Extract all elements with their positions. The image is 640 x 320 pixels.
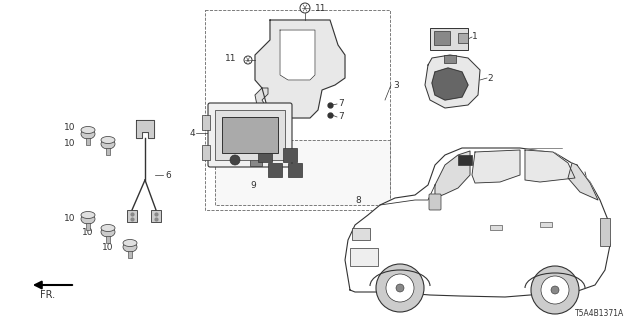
Ellipse shape — [81, 129, 95, 139]
Polygon shape — [435, 151, 470, 198]
Bar — [222, 117, 278, 153]
Circle shape — [531, 266, 579, 314]
Bar — [215, 140, 390, 205]
Circle shape — [376, 264, 424, 312]
Text: 7: 7 — [338, 99, 344, 108]
Circle shape — [396, 284, 404, 292]
Bar — [128, 251, 132, 258]
Text: 9: 9 — [250, 180, 256, 189]
Bar — [540, 222, 552, 227]
Polygon shape — [255, 88, 268, 118]
Ellipse shape — [81, 126, 95, 133]
Ellipse shape — [123, 239, 137, 246]
Ellipse shape — [123, 242, 137, 252]
Circle shape — [300, 3, 310, 13]
Bar — [444, 55, 456, 63]
Polygon shape — [525, 150, 575, 182]
Bar — [288, 163, 302, 177]
Circle shape — [551, 286, 559, 294]
Text: 6: 6 — [165, 171, 171, 180]
Polygon shape — [432, 68, 468, 100]
Text: 8: 8 — [355, 196, 361, 204]
Text: 1: 1 — [472, 31, 477, 41]
Ellipse shape — [101, 225, 115, 231]
Text: 5: 5 — [220, 157, 225, 166]
Text: 10: 10 — [63, 213, 75, 222]
Bar — [283, 148, 297, 162]
FancyBboxPatch shape — [429, 194, 441, 210]
Bar — [490, 225, 502, 230]
Ellipse shape — [101, 139, 115, 149]
Bar — [202, 145, 210, 160]
Text: 10: 10 — [81, 228, 93, 236]
Bar — [86, 138, 90, 145]
Polygon shape — [425, 55, 480, 108]
Polygon shape — [472, 150, 520, 183]
Circle shape — [244, 56, 252, 64]
Circle shape — [541, 276, 569, 304]
Bar — [86, 223, 90, 230]
Text: FR.: FR. — [40, 290, 55, 300]
Bar — [458, 33, 468, 43]
Bar — [352, 228, 370, 240]
Text: 3: 3 — [393, 81, 399, 90]
Circle shape — [230, 155, 240, 165]
Polygon shape — [568, 163, 598, 200]
Text: 10: 10 — [102, 243, 113, 252]
Ellipse shape — [101, 227, 115, 237]
Text: T5A4B1371A: T5A4B1371A — [575, 308, 624, 317]
Bar — [127, 210, 137, 222]
Ellipse shape — [81, 212, 95, 219]
Text: 7: 7 — [338, 111, 344, 121]
Text: 11: 11 — [315, 4, 326, 12]
Bar — [350, 248, 378, 266]
Bar — [205, 10, 390, 210]
Bar — [258, 148, 272, 162]
Circle shape — [386, 274, 414, 302]
Bar — [202, 115, 210, 130]
Bar — [434, 31, 450, 45]
Bar — [215, 110, 285, 160]
Text: 10: 10 — [63, 139, 75, 148]
Text: 11: 11 — [225, 53, 237, 62]
Bar — [151, 210, 161, 222]
Bar — [106, 148, 110, 155]
Bar — [250, 158, 262, 166]
Ellipse shape — [81, 214, 95, 224]
Polygon shape — [255, 20, 345, 118]
Ellipse shape — [101, 137, 115, 143]
Bar — [430, 28, 468, 50]
Bar — [268, 163, 282, 177]
Text: 10: 10 — [63, 123, 75, 132]
Bar — [600, 218, 610, 246]
Bar — [458, 155, 472, 165]
Polygon shape — [280, 30, 315, 80]
FancyBboxPatch shape — [208, 103, 292, 167]
Text: 4: 4 — [189, 129, 195, 138]
Polygon shape — [136, 120, 154, 138]
Text: 2: 2 — [487, 74, 493, 83]
Bar — [106, 236, 110, 243]
Polygon shape — [345, 148, 610, 297]
